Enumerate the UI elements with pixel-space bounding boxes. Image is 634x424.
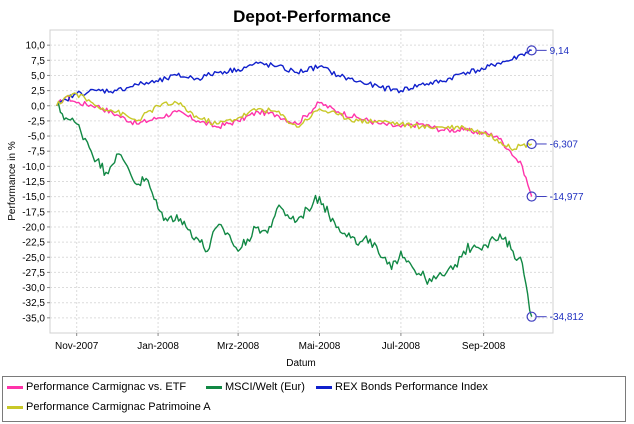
end-marker — [526, 191, 537, 202]
x-tick-label: Nov-2007 — [55, 341, 99, 352]
chart-title: Depot-Performance — [233, 7, 391, 26]
end-marker — [526, 138, 537, 150]
legend-item[interactable]: REX Bonds Performance Index — [316, 379, 488, 395]
x-tick-label: Mrz-2008 — [217, 341, 260, 352]
chart-svg: Depot-Performance 10,0 7,5 5,0 2,5 0,0 -2,5 -5… — [7, 7, 584, 369]
y-tick-label: -22,5 — [22, 238, 45, 249]
x-tick-label: Sep-2008 — [462, 341, 506, 352]
end-label: -6,307 — [550, 139, 579, 150]
y-tick-label: 0,0 — [31, 101, 45, 112]
legend-swatch — [316, 385, 332, 389]
end-marker — [526, 45, 537, 56]
end-label: -14,977 — [550, 192, 584, 203]
end-label: -34,812 — [550, 312, 584, 323]
legend-item[interactable]: Performance Carmignac vs. ETF — [7, 379, 186, 395]
grid-layer — [50, 30, 553, 333]
y-tick-label: -10,0 — [22, 162, 45, 173]
y-tick-label: -25,0 — [22, 253, 45, 264]
legend-swatch — [7, 385, 23, 389]
y-axis-label: Performance in % — [7, 141, 18, 221]
y-tick-label: -2,5 — [28, 116, 46, 127]
series-layer — [56, 49, 533, 317]
x-tick-label: Jul-2008 — [382, 341, 421, 352]
series-line-rex-bonds-performance-index — [56, 49, 532, 107]
end-labels: -14,977 -34,812 9,14 -6,307 — [526, 45, 584, 323]
legend-label: MSCI/Welt (Eur) — [225, 381, 305, 393]
legend-item[interactable]: Performance Carmignac Patrimoine A — [7, 399, 211, 415]
y-tick-label: -12,5 — [22, 177, 45, 188]
x-tick-label: Mai-2008 — [299, 341, 341, 352]
y-tick-label: -32,5 — [22, 298, 45, 309]
y-tick-label: -5,0 — [28, 132, 46, 143]
end-label: 9,14 — [550, 46, 570, 57]
y-tick-label: 7,5 — [31, 56, 45, 67]
y-axis: 10,0 7,5 5,0 2,5 0,0 -2,5 -5,0 -7,5 -10,0 -12,5 -1… — [22, 41, 50, 324]
series-line-msci-welt-eur — [56, 102, 533, 317]
y-tick-label: -15,0 — [22, 192, 45, 203]
legend-swatch — [7, 405, 23, 409]
y-tick-label: 5,0 — [31, 71, 45, 82]
legend-item[interactable]: MSCI/Welt (Eur) — [206, 379, 305, 395]
series-line-performance-carmignac-patrimoine-a — [56, 92, 533, 152]
legend: Performance Carmignac vs. ETF MSCI/Welt … — [2, 376, 626, 422]
x-axis: Nov-2007 Jan-2008 Mrz-2008 Mai-2008 Jul-2008… — [55, 333, 506, 352]
y-tick-label: 2,5 — [31, 86, 45, 97]
y-tick-label: -35,0 — [22, 313, 45, 324]
legend-label: REX Bonds Performance Index — [335, 381, 488, 393]
y-tick-label: 10,0 — [26, 41, 46, 52]
y-tick-label: -17,5 — [22, 207, 45, 218]
y-tick-label: -20,0 — [22, 222, 45, 233]
series-line-performance-carmignac-vs-etf — [56, 94, 533, 197]
legend-swatch — [206, 385, 222, 389]
legend-label: Performance Carmignac vs. ETF — [26, 381, 187, 393]
end-marker — [526, 311, 537, 322]
x-tick-label: Jan-2008 — [137, 341, 179, 352]
y-tick-label: -30,0 — [22, 283, 45, 294]
y-tick-label: -27,5 — [22, 268, 45, 279]
plot-area — [49, 29, 554, 334]
legend-label: Performance Carmignac Patrimoine A — [26, 401, 211, 413]
y-tick-label: -7,5 — [28, 147, 46, 158]
x-axis-label: Datum — [286, 358, 315, 369]
